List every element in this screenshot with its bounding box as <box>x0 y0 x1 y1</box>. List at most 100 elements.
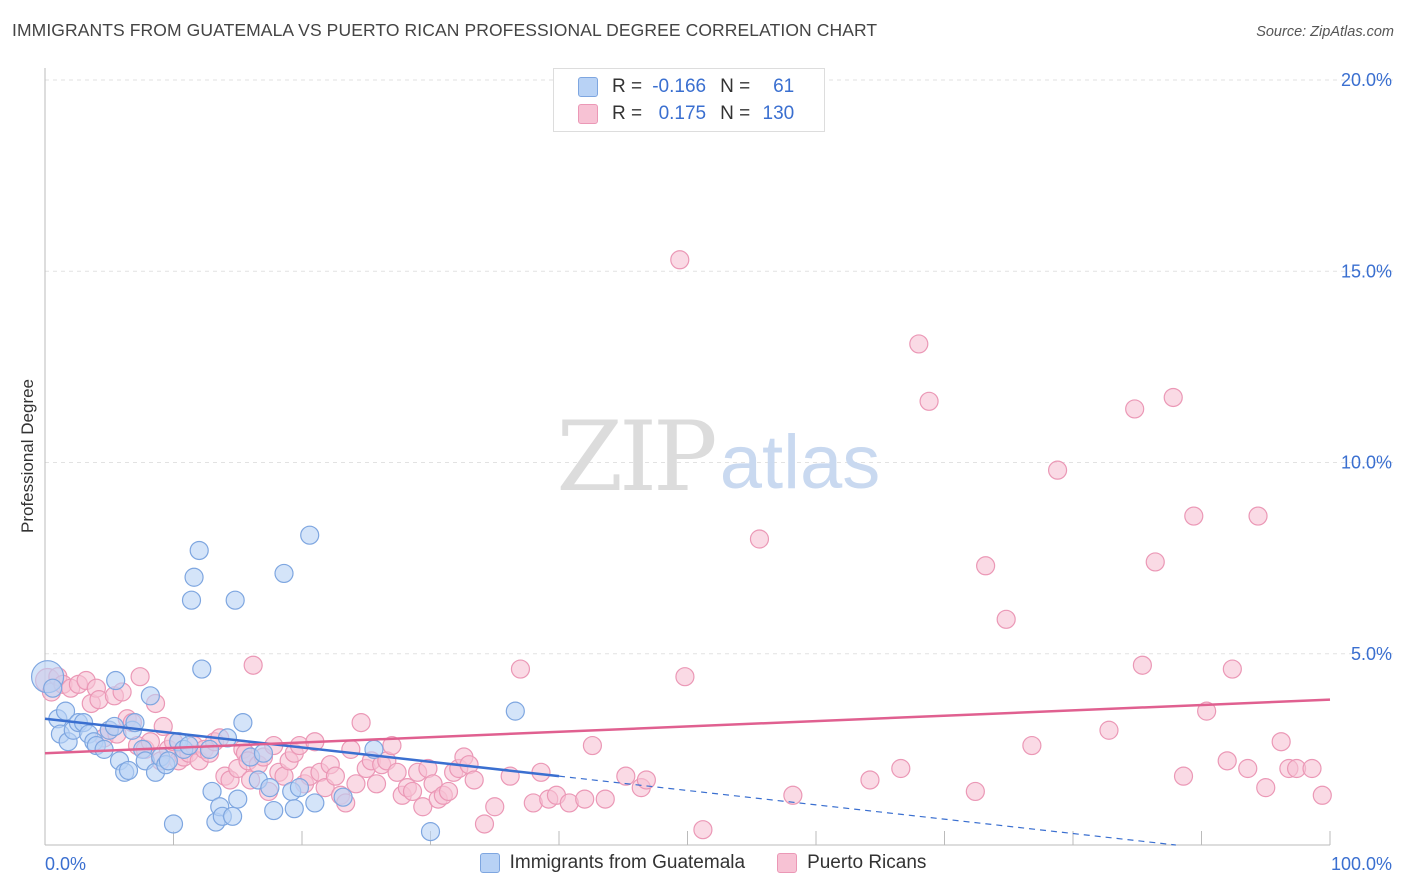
point-puerto-rican[interactable] <box>965 781 985 802</box>
point-puerto-rican[interactable] <box>1132 655 1152 675</box>
point-puerto-rican[interactable] <box>1022 735 1042 756</box>
point-puerto-rican[interactable] <box>387 762 407 782</box>
point-guatemala[interactable] <box>140 686 160 706</box>
point-puerto-rican[interactable] <box>1256 778 1276 798</box>
point-puerto-rican[interactable] <box>675 667 695 687</box>
point-puerto-rican[interactable] <box>1163 387 1183 408</box>
point-puerto-rican[interactable] <box>346 774 366 794</box>
point-guatemala[interactable] <box>118 760 139 781</box>
point-puerto-rican[interactable] <box>510 659 531 679</box>
point-puerto-rican[interactable] <box>464 770 484 790</box>
point-puerto-rican[interactable] <box>485 797 505 817</box>
series-legend: Immigrants from Guatemala Puerto Ricans <box>0 852 1406 874</box>
legend-item-puerto-rican[interactable]: Puerto Ricans <box>777 852 926 874</box>
y-tick-label: 20.0% <box>1341 70 1392 90</box>
legend-n-value-puerto-rican: 130 <box>762 103 795 124</box>
point-puerto-rican[interactable] <box>243 655 263 675</box>
legend-r-value-guatemala: -0.166 <box>652 76 707 97</box>
point-guatemala[interactable] <box>305 793 325 813</box>
point-puerto-rican[interactable] <box>1099 720 1119 740</box>
point-puerto-rican[interactable] <box>382 735 402 756</box>
point-guatemala[interactable] <box>179 735 199 756</box>
point-puerto-rican[interactable] <box>1145 552 1165 572</box>
point-puerto-rican[interactable] <box>909 334 929 354</box>
point-guatemala[interactable] <box>264 800 284 821</box>
point-puerto-rican[interactable] <box>582 735 603 756</box>
point-guatemala[interactable] <box>260 778 280 798</box>
point-guatemala[interactable] <box>184 567 204 587</box>
point-puerto-rican[interactable] <box>130 667 150 687</box>
point-puerto-rican[interactable] <box>474 814 495 834</box>
point-puerto-rican[interactable] <box>976 556 996 576</box>
point-guatemala[interactable] <box>253 743 274 763</box>
point-puerto-rican[interactable] <box>351 712 371 733</box>
point-guatemala[interactable] <box>223 806 243 826</box>
point-puerto-rican[interactable] <box>919 391 939 411</box>
point-puerto-rican[interactable] <box>595 789 615 809</box>
point-puerto-rican[interactable] <box>616 766 636 786</box>
point-guatemala[interactable] <box>300 525 320 545</box>
point-guatemala[interactable] <box>233 712 253 733</box>
point-puerto-rican[interactable] <box>325 766 346 786</box>
point-puerto-rican[interactable] <box>1047 460 1068 480</box>
point-puerto-rican[interactable] <box>1248 506 1268 526</box>
point-puerto-rican[interactable] <box>341 739 361 759</box>
legend-item-guatemala[interactable]: Immigrants from Guatemala <box>479 852 746 874</box>
point-guatemala[interactable] <box>43 678 63 698</box>
point-guatemala[interactable] <box>284 799 304 819</box>
point-puerto-rican[interactable] <box>1125 399 1145 419</box>
point-puerto-rican[interactable] <box>783 785 803 805</box>
point-guatemala[interactable] <box>202 781 222 802</box>
point-puerto-rican[interactable] <box>1173 766 1194 786</box>
point-puerto-rican[interactable] <box>1302 758 1322 779</box>
point-guatemala[interactable] <box>505 701 525 721</box>
point-puerto-rican[interactable] <box>413 797 433 817</box>
point-guatemala[interactable] <box>189 540 209 561</box>
point-puerto-rican[interactable] <box>366 774 387 794</box>
point-guatemala[interactable] <box>289 778 310 798</box>
point-guatemala[interactable] <box>225 590 245 610</box>
point-puerto-rican[interactable] <box>438 781 459 802</box>
legend-row-puerto-rican: R = 0.175 N = 130 <box>578 102 794 126</box>
legend-swatch-guatemala <box>479 853 500 873</box>
watermark-zip: ZIP <box>556 401 715 513</box>
point-puerto-rican[interactable] <box>1217 751 1237 771</box>
point-puerto-rican[interactable] <box>1238 758 1258 779</box>
trend-line-guatemala <box>44 717 560 778</box>
point-guatemala[interactable] <box>333 787 353 807</box>
legend-n-value-guatemala: 61 <box>773 76 795 97</box>
point-puerto-rican[interactable] <box>1197 701 1217 721</box>
point-guatemala[interactable] <box>163 814 184 834</box>
legend-label-guatemala: Immigrants from Guatemala <box>509 852 746 873</box>
legend-n-label: N = <box>720 103 751 124</box>
legend-r-value-puerto-rican: 0.175 <box>658 103 707 124</box>
point-puerto-rican[interactable] <box>1271 732 1291 752</box>
point-puerto-rican[interactable] <box>996 609 1016 629</box>
point-puerto-rican[interactable] <box>575 789 595 809</box>
legend-row-guatemala: R = -0.166 N = 61 <box>578 75 794 99</box>
point-puerto-rican[interactable] <box>860 770 880 790</box>
point-guatemala[interactable] <box>158 751 178 771</box>
point-puerto-rican[interactable] <box>749 529 770 549</box>
point-guatemala[interactable] <box>274 563 294 584</box>
chart-title: IMMIGRANTS FROM GUATEMALA VS PUERTO RICA… <box>12 20 878 40</box>
point-puerto-rican[interactable] <box>1184 506 1204 526</box>
point-guatemala[interactable] <box>106 670 126 691</box>
point-puerto-rican[interactable] <box>693 820 713 840</box>
point-guatemala[interactable] <box>181 590 202 610</box>
y-tick-label: 10.0% <box>1341 453 1392 473</box>
y-tick-label: 15.0% <box>1341 261 1392 281</box>
point-guatemala[interactable] <box>420 822 441 842</box>
correlation-legend: R = -0.166 N = 61 R = 0.175 N = 130 <box>553 68 825 132</box>
point-puerto-rican[interactable] <box>670 250 690 270</box>
point-guatemala[interactable] <box>199 739 220 759</box>
point-puerto-rican[interactable] <box>402 781 423 802</box>
point-puerto-rican[interactable] <box>1222 659 1242 679</box>
x-tick-label: 0.0% <box>45 854 86 874</box>
grid-lines <box>45 79 1395 655</box>
point-puerto-rican[interactable] <box>891 758 911 779</box>
point-guatemala[interactable] <box>228 789 248 809</box>
point-puerto-rican[interactable] <box>636 770 656 790</box>
point-puerto-rican[interactable] <box>1312 785 1332 805</box>
point-guatemala[interactable] <box>192 659 212 679</box>
